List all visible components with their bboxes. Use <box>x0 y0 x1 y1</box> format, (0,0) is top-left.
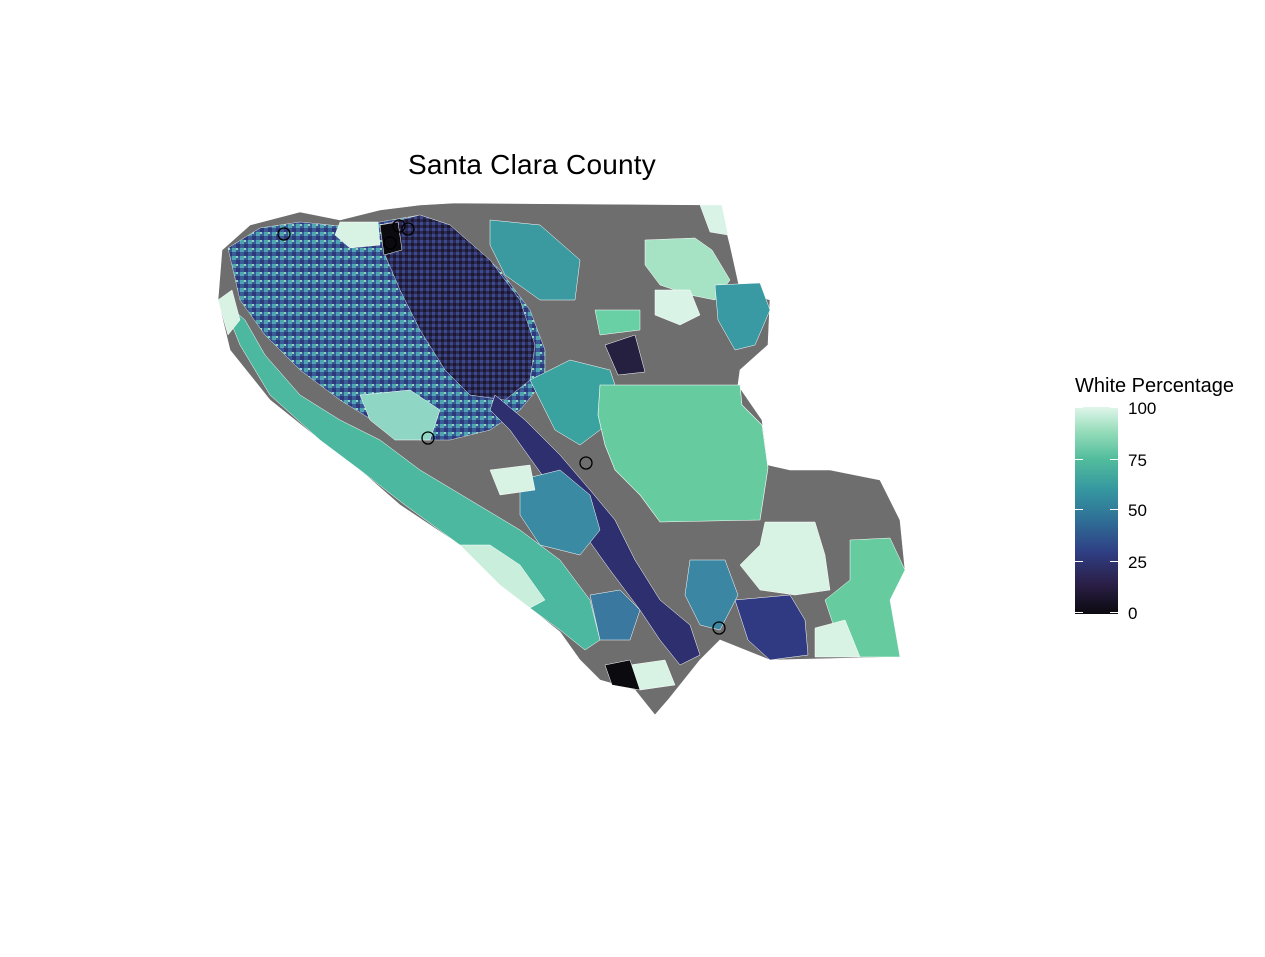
region-morgan-light <box>489 464 536 496</box>
location-marker <box>277 227 291 241</box>
location-marker <box>383 236 397 250</box>
legend-tick-label: 25 <box>1128 553 1147 572</box>
region-se-light <box>739 521 831 596</box>
region-ne-dark <box>604 334 646 376</box>
region-west-valley-light <box>359 389 441 441</box>
region-west-edge-light <box>217 289 241 336</box>
region-south-teal <box>684 559 739 631</box>
region-ne-light-2 <box>654 289 701 326</box>
location-marker <box>579 456 593 470</box>
legend-tick-label: 0 <box>1128 604 1138 623</box>
region-downtown-core <box>379 214 536 401</box>
legend-color-bar <box>1075 407 1118 614</box>
location-marker <box>401 222 415 236</box>
region-ne-mint <box>594 309 641 336</box>
region-nw-dark <box>379 221 403 256</box>
location-marker <box>392 219 406 233</box>
location-marker <box>712 621 726 635</box>
region-mid-teal-3 <box>589 589 641 641</box>
legend-title: White Percentage <box>1075 375 1234 397</box>
location-markers <box>277 219 726 635</box>
region-ne-teal <box>489 219 581 301</box>
region-ne-top-light <box>699 204 729 236</box>
region-southwest-light <box>459 544 546 609</box>
region-ne-teal-2 <box>714 282 771 351</box>
region-south-tip-dark <box>604 659 641 691</box>
legend-tick-label: 100 <box>1128 399 1157 418</box>
legend-tick-label: 50 <box>1128 501 1147 520</box>
region-east-central-mint <box>597 384 769 523</box>
legend-tick-label: 75 <box>1128 451 1147 470</box>
region-nw-light <box>334 221 381 249</box>
region-mid-teal-2 <box>519 469 601 556</box>
region-ne-light-1 <box>644 237 731 301</box>
map-title: Santa Clara County <box>408 149 656 180</box>
region-south-navy <box>734 594 809 661</box>
region-se-light-2 <box>814 619 861 658</box>
location-marker <box>421 431 435 445</box>
